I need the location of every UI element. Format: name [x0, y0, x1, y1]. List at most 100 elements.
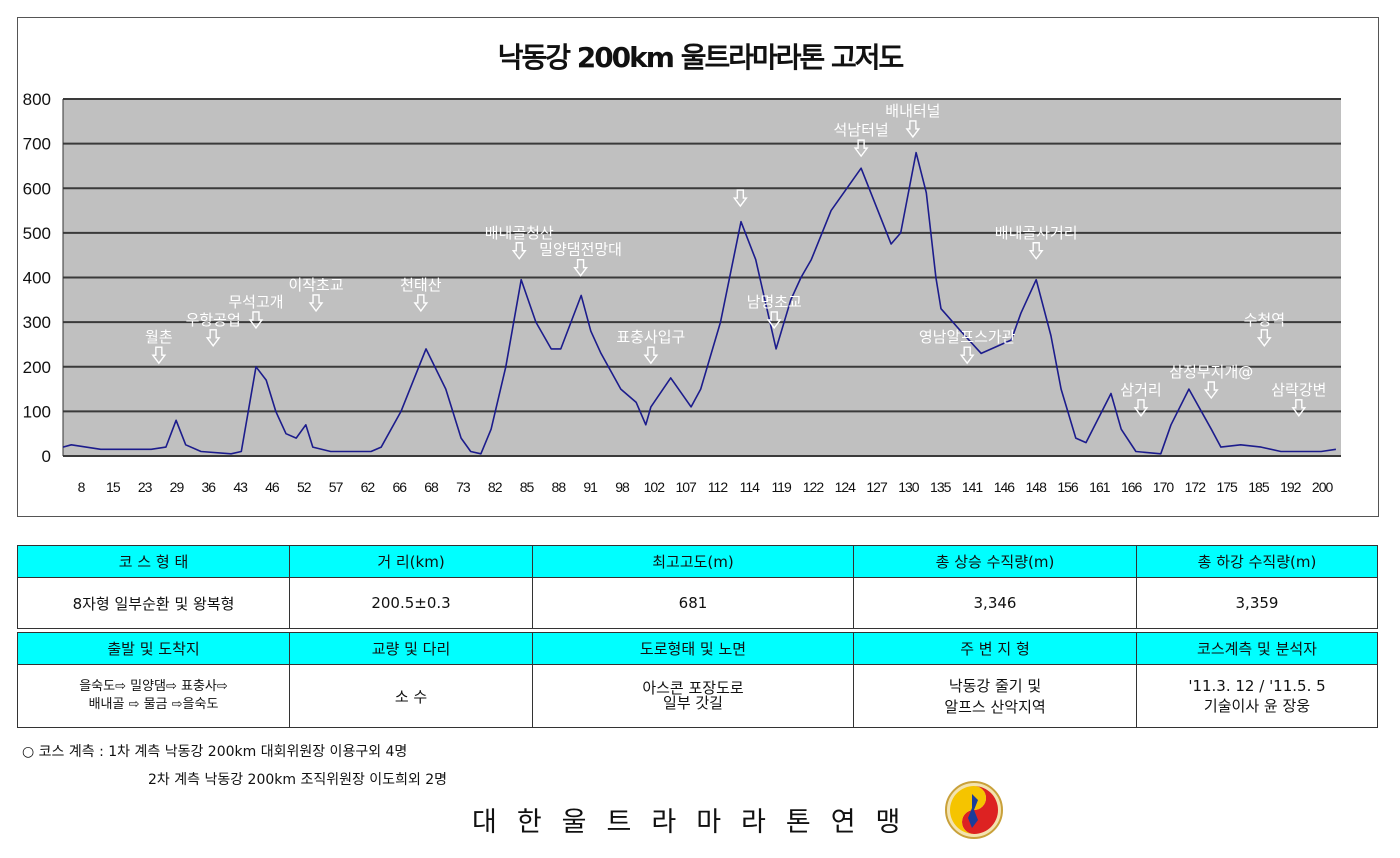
landmark-label: 배내터널: [885, 102, 940, 120]
x-tick-label: 141: [962, 479, 984, 495]
header-terrain: 주 변 지 형: [853, 632, 1137, 665]
measurer-value: '11.3. 12 / '11.5. 5 기술이사 윤 장웅: [1136, 664, 1378, 728]
bridges-value: 소 수: [289, 664, 533, 728]
landmark-label: 영남알프스가관: [919, 328, 1016, 346]
x-tick-label: 130: [898, 479, 920, 495]
x-tick-label: 156: [1057, 479, 1079, 495]
landmark-label: 월촌: [145, 328, 173, 346]
landmark-label: 무석고개: [228, 293, 283, 311]
x-tick-label: 185: [1248, 479, 1270, 495]
header-distance: 거 리(km): [289, 545, 533, 578]
x-tick-label: 82: [488, 479, 503, 495]
x-tick-label: 107: [675, 479, 697, 495]
x-tick-label: 175: [1216, 479, 1238, 495]
elevation-chart: 0 100 200 300 400 500 600 700 800 8 15 23 29 36 43 46 52…: [17, 17, 1379, 517]
header-max-altitude: 최고고도(m): [532, 545, 854, 578]
x-tick-label: 62: [361, 479, 376, 495]
landmark-label: 배내골사거리: [995, 224, 1078, 242]
down-arrow-icon: [413, 294, 429, 313]
total-descent-value: 3,359: [1136, 577, 1378, 629]
x-tick-label: 73: [456, 479, 471, 495]
x-tick-label: 166: [1121, 479, 1143, 495]
course-info-table: 코 스 형 태 거 리(km) 최고고도(m) 총 상승 수직량(m) 총 하강…: [17, 545, 1378, 728]
x-tick-label: 114: [740, 479, 761, 495]
x-tick-label: 148: [1026, 479, 1048, 495]
down-arrow-icon: [248, 311, 264, 330]
x-tick-label: 170: [1153, 479, 1175, 495]
organization-name: 대한울트라마라톤연맹: [472, 807, 921, 838]
down-arrow-icon: [643, 346, 659, 365]
down-arrow-icon: [1203, 381, 1219, 400]
x-tick-label: 102: [644, 479, 666, 495]
down-arrow-icon: [766, 311, 782, 330]
landmark-label: 천태산: [400, 276, 442, 294]
header-total-ascent: 총 상승 수직량(m): [853, 545, 1137, 578]
road-surface-value: 아스콘 포장도로 일부 갓길: [532, 664, 854, 728]
down-arrow-icon: [1028, 242, 1044, 260]
x-tick-label: 52: [297, 479, 312, 495]
distance-value: 200.5±0.3: [289, 577, 533, 629]
x-tick-label: 119: [771, 479, 792, 495]
landmark-label: 삼정무지개@: [1169, 363, 1253, 381]
down-arrow-icon: [905, 120, 921, 139]
x-tick-label: 15: [106, 479, 121, 495]
table-header-row: 출발 및 도착지 교량 및 다리 도로형태 및 노면 주 변 지 형 코스계측 …: [17, 632, 1378, 665]
x-tick-label: 112: [708, 479, 729, 495]
landmark-label: 석남터널: [834, 121, 889, 139]
header-total-descent: 총 하강 수직량(m): [1136, 545, 1378, 578]
chart-title: 낙동강 200km 울트라마라톤 고저도: [497, 41, 905, 74]
down-arrow-icon: [853, 139, 869, 158]
header-measurer: 코스계측 및 분석자: [1136, 632, 1378, 665]
y-tick-label: 200: [23, 358, 51, 377]
y-tick-label: 400: [23, 269, 51, 288]
total-ascent-value: 3,346: [853, 577, 1137, 629]
header-road-surface: 도로형태 및 노면: [532, 632, 854, 665]
landmark-label: 밀양댐전망대: [539, 241, 622, 259]
x-tick-label: 36: [202, 479, 217, 495]
y-tick-label: 100: [23, 402, 51, 421]
measurement-note-1: ○ 코스 계측 : 1차 계측 낙동강 200km 대회위원장 이용구외 4명: [22, 744, 408, 760]
x-tick-label: 43: [233, 479, 248, 495]
table-header-row: 코 스 형 태 거 리(km) 최고고도(m) 총 상승 수직량(m) 총 하강…: [17, 545, 1378, 578]
elevation-chart-svg: 0 100 200 300 400 500 600 700 800 8 15 23 29 36 43 46 52…: [23, 90, 1341, 495]
x-tick-label: 8: [78, 479, 86, 495]
header-start-finish: 출발 및 도착지: [17, 632, 290, 665]
terrain-value: 낙동강 줄기 및 알프스 산악지역: [853, 664, 1137, 728]
y-tick-label: 600: [23, 179, 51, 198]
x-tick-label: 85: [520, 479, 535, 495]
landmark-label: 삼거리: [1120, 381, 1161, 399]
federation-logo-icon: [945, 781, 1003, 839]
x-tick-label: 57: [329, 479, 344, 495]
landmark-label: 삼락강변: [1271, 381, 1326, 399]
landmark-label: 이작초교: [288, 276, 343, 294]
y-tick-label: 800: [23, 90, 51, 109]
x-tick-label: 122: [803, 479, 825, 495]
down-arrow-icon: [573, 259, 588, 277]
down-arrow-icon: [511, 242, 527, 260]
x-tick-label: 66: [392, 479, 407, 495]
landmark-label: 수청역: [1244, 311, 1285, 329]
down-arrow-icon: [1256, 329, 1272, 347]
x-tick-label: 135: [930, 479, 952, 495]
x-tick-label: 127: [866, 479, 888, 495]
x-tick-label: 172: [1185, 479, 1207, 495]
down-arrow-icon: [732, 189, 748, 208]
y-tick-label: 300: [23, 313, 51, 332]
down-arrow-icon: [1133, 399, 1149, 418]
x-tick-label: 146: [994, 479, 1016, 495]
course-type-value: 8자형 일부순환 및 왕복형: [17, 577, 290, 629]
landmark-label: 표충사입구: [616, 328, 685, 346]
header-bridges: 교량 및 다리: [289, 632, 533, 665]
x-tick-label: 98: [615, 479, 630, 495]
x-tick-label: 192: [1280, 479, 1302, 495]
header-course-type: 코 스 형 태: [17, 545, 290, 578]
x-tick-label: 124: [835, 479, 857, 495]
down-arrow-icon: [151, 346, 167, 365]
elevation-line: [62, 151, 1337, 455]
start-finish-value: 을숙도⇨ 밀양댐⇨ 표충사⇨ 배내골 ⇨ 물금 ⇨을숙도: [17, 664, 290, 728]
x-tick-label: 23: [138, 479, 153, 495]
down-arrow-icon: [205, 329, 221, 347]
x-tick-label: 29: [170, 479, 185, 495]
landmark-label: 배내골청산: [485, 224, 554, 242]
x-tick-label: 91: [583, 479, 598, 495]
